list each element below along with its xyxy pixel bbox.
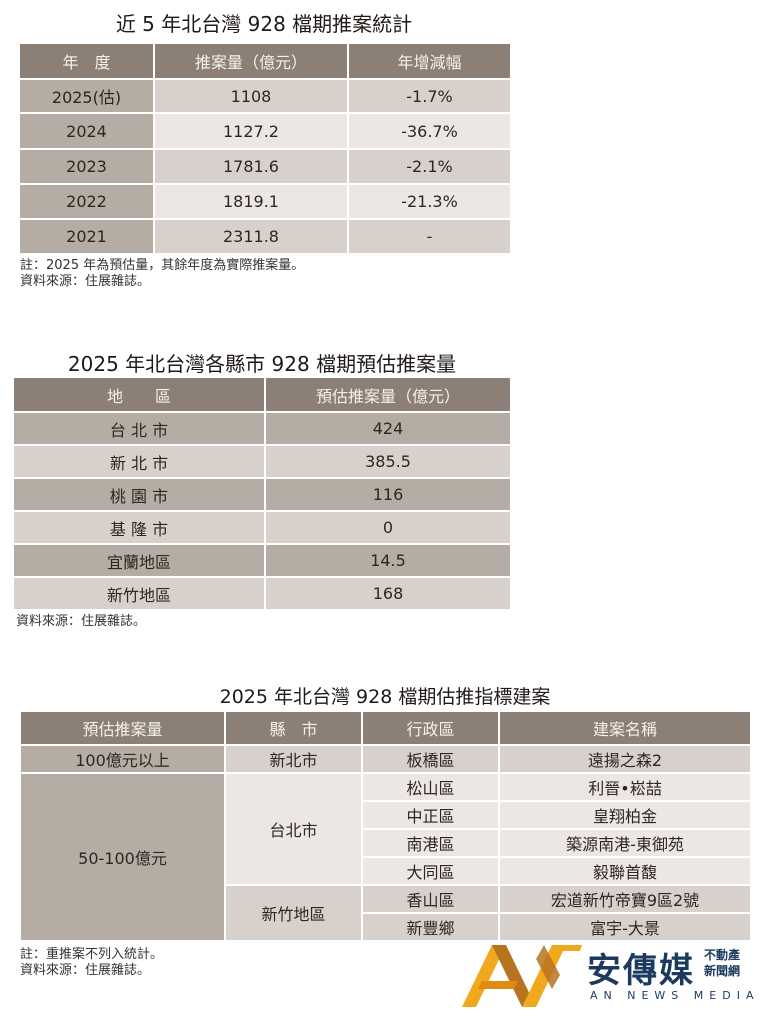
cell-region: 宜蘭地區: [12, 543, 266, 578]
header-city: 縣 市: [224, 710, 363, 746]
cell-region: 新 北 市: [12, 444, 266, 479]
table-row: 南港區 築源南港-東御苑: [20, 828, 752, 858]
logo-tagline-2: 新聞網: [704, 964, 741, 978]
cell-project: 宏道新竹帝寶9區2號: [498, 884, 752, 914]
cell-city: 新北市: [224, 744, 363, 774]
cell-change: -2.1%: [347, 148, 512, 185]
table-row: 桃 園 市 116: [12, 477, 512, 512]
cell-change: -: [347, 218, 512, 255]
table-header-row: 年 度 推案量（億元） 年增減幅: [18, 42, 512, 80]
cell-year: 2024: [18, 112, 155, 150]
cell-district: 南港區: [361, 828, 500, 858]
cell-region: 桃 園 市: [12, 477, 266, 512]
cell-city: 台北市: [224, 772, 363, 886]
table-row: 中正區 皇翔柏金: [20, 800, 752, 830]
table-row: 台 北 市 424: [12, 411, 512, 446]
table-row: 大同區 毅聯首馥: [20, 856, 752, 886]
cell-region: 基 隆 市: [12, 510, 266, 545]
cell-district: 新豐鄉: [361, 912, 500, 942]
table1-title: 近 5 年北台灣 928 檔期推案統計: [115, 12, 413, 36]
table-header-row: 預估推案量 縣 市 行政區 建案名稱: [19, 710, 752, 746]
cell-city: 新竹地區: [224, 884, 363, 942]
table1-source: 資料來源：住展雜誌。: [20, 274, 151, 289]
table3-source: 資料來源：住展雜誌。: [20, 963, 151, 978]
logo-english: AN NEWS MEDIA: [590, 989, 760, 1002]
cell-volume: 1819.1: [153, 183, 349, 220]
table-row: 2022 1819.1 -21.3%: [18, 183, 512, 220]
table-row: 2023 1781.6 -2.1%: [18, 148, 512, 185]
header-change: 年增減幅: [347, 42, 512, 80]
cell-year: 2022: [18, 183, 155, 220]
cell-forecast: 424: [264, 411, 512, 446]
yearly-stats-table: 年 度 推案量（億元） 年增減幅 2025(估) 1108 -1.7% 2024…: [18, 42, 512, 255]
table2-source: 資料來源：住展雜誌。: [16, 614, 147, 629]
cell-project: 利晉•崧喆: [498, 772, 752, 802]
header-project: 建案名稱: [498, 710, 752, 746]
cell-forecast: 14.5: [264, 543, 512, 578]
table-row: 2024 1127.2 -36.7%: [18, 112, 512, 150]
table-header-row: 地 區 預估推案量（億元）: [12, 376, 512, 413]
cell-year: 2023: [18, 148, 155, 185]
cell-project: 築源南港-東御苑: [498, 828, 752, 858]
flagship-projects-table: 預估推案量 縣 市 行政區 建案名稱 100億元以上 新北市 板橋區 遠揚之森2…: [19, 710, 752, 942]
cell-forecast: 0: [264, 510, 512, 545]
header-region: 地 區: [12, 376, 266, 413]
table3-title: 2025 年北台灣 928 檔期估推指標建案: [219, 686, 551, 708]
cell-district: 松山區: [361, 772, 500, 802]
table-row: 新竹地區 香山區 宏道新竹帝寶9區2號: [20, 884, 752, 942]
cell-volume: 1781.6: [153, 148, 349, 185]
table1-notes: 註：2025 年為預估量，其餘年度為實際推案量。 資料來源：住展雜誌。: [20, 258, 304, 290]
table2-title: 2025 年北台灣各縣市 928 檔期預估推案量: [67, 352, 457, 376]
cell-project: 富宇-大景: [498, 912, 752, 942]
table-row: 2025(估) 1108 -1.7%: [18, 78, 512, 114]
table-row: 100億元以上 新北市 板橋區 遠揚之森2: [19, 744, 752, 774]
header-volume: 推案量（億元）: [153, 42, 349, 80]
cell-volume: 1108: [153, 78, 349, 114]
cell-year: 2025(估): [18, 78, 155, 114]
cell-region: 台 北 市: [12, 411, 266, 446]
cell-change: -36.7%: [347, 112, 512, 150]
cell-change: -1.7%: [347, 78, 512, 114]
logo-tagline-1: 不動產: [704, 948, 741, 962]
cell-forecast: 168: [264, 576, 512, 611]
table3-notes: 註：重推案不列入統計。 資料來源：住展雜誌。: [20, 947, 163, 979]
cell-amount: 50-100億元: [19, 772, 226, 942]
cell-volume: 2311.8: [153, 218, 349, 255]
header-district: 行政區: [361, 710, 500, 746]
an-news-media-logo: 安傳媒 不動產 新聞網 AN NEWS MEDIA: [462, 943, 762, 1013]
cell-project: 遠揚之森2: [498, 744, 752, 774]
county-forecast-table: 地 區 預估推案量（億元） 台 北 市 424 新 北 市 385.5 桃 園 …: [12, 376, 512, 611]
header-amount: 預估推案量: [19, 710, 226, 746]
table2-notes: 資料來源：住展雜誌。: [16, 614, 146, 630]
cell-region: 新竹地區: [12, 576, 266, 611]
table-row: 基 隆 市 0: [12, 510, 512, 545]
header-year: 年 度: [18, 42, 155, 80]
cell-volume: 1127.2: [153, 112, 349, 150]
cell-district: 香山區: [361, 884, 500, 914]
table-row: 新豐鄉 富宇-大景: [20, 912, 752, 942]
an-logo-mark-icon: [462, 945, 582, 1007]
cell-amount: 100億元以上: [19, 744, 226, 774]
cell-year: 2021: [18, 218, 155, 255]
table3-note: 註：重推案不列入統計。: [20, 947, 164, 962]
cell-forecast: 116: [264, 477, 512, 512]
cell-forecast: 385.5: [264, 444, 512, 479]
header-forecast: 預估推案量（億元）: [264, 376, 512, 413]
cell-project: 毅聯首馥: [498, 856, 752, 886]
cell-project: 皇翔柏金: [498, 800, 752, 830]
table-row: 50-100億元 台北市 松山區 利晉•崧喆: [19, 772, 752, 942]
logo-name: 安傳媒: [587, 951, 695, 991]
table-row: 2021 2311.8 -: [18, 218, 512, 255]
table-row: 宜蘭地區 14.5: [12, 543, 512, 578]
table1-note: 註：2025 年為預估量，其餘年度為實際推案量。: [20, 258, 305, 273]
cell-district: 大同區: [361, 856, 500, 886]
cell-district: 板橋區: [361, 744, 500, 774]
cell-change: -21.3%: [347, 183, 512, 220]
table-row: 新 北 市 385.5: [12, 444, 512, 479]
table-row: 新竹地區 168: [12, 576, 512, 611]
cell-district: 中正區: [361, 800, 500, 830]
